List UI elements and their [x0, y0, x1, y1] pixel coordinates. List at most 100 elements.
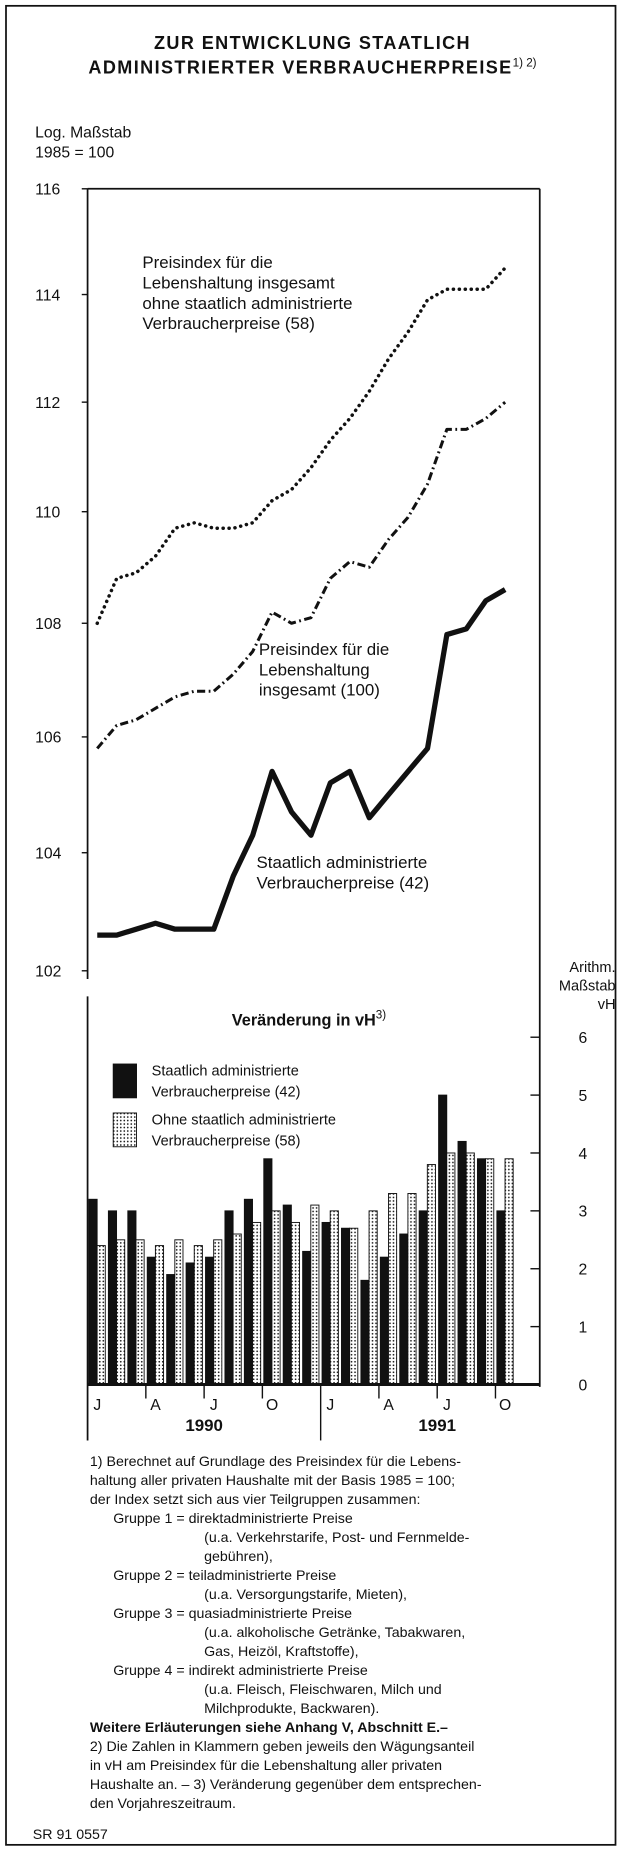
bar [302, 1250, 312, 1385]
bar [457, 1140, 467, 1385]
bar [263, 1158, 273, 1385]
bar [476, 1158, 487, 1385]
x-tick-label: A [383, 1397, 394, 1414]
bar [185, 1262, 195, 1385]
chart-title-text: Veränderung in vH [232, 1012, 376, 1030]
bar [96, 1245, 106, 1385]
bar [418, 1210, 428, 1385]
y-tick-label: 2 [578, 1262, 587, 1279]
legend-label: Verbraucherpreise (42) [152, 1085, 301, 1101]
y-tick-label: 6 [578, 1030, 587, 1047]
bar [205, 1256, 215, 1385]
bar [107, 1210, 118, 1385]
bar [193, 1245, 203, 1385]
bar [368, 1210, 378, 1385]
series-label: Verbraucherpreise (42) [257, 874, 430, 893]
x-tick-label: J [443, 1397, 451, 1414]
bar [496, 1210, 506, 1385]
bar [127, 1210, 137, 1385]
footnote-line: Gruppe 3 = quasiadministrierte Preise [113, 1606, 352, 1622]
footnote-line: den Vorjahreszeitraum. [90, 1796, 236, 1812]
y-tick-label: 116 [35, 182, 60, 199]
y-tick-label: 108 [35, 616, 61, 633]
y-axis-label: 1985 = 100 [35, 144, 114, 161]
bar [446, 1152, 456, 1385]
footnote-line: in vH am Preisindex für die Lebenshaltun… [90, 1758, 442, 1774]
title-note: 1) 2) [513, 56, 537, 69]
x-tick-label: J [93, 1397, 101, 1414]
bar [282, 1204, 292, 1385]
bar [166, 1274, 176, 1385]
chart-title: Veränderung in vH3) [232, 1009, 386, 1030]
series-label: Lebenshaltung insgesamt [142, 273, 335, 292]
series-label: ohne staatlich administrierte [142, 294, 352, 313]
footnote-line: haltung aller privaten Haushalte mit der… [90, 1473, 455, 1489]
x-tick-label: J [326, 1397, 334, 1414]
footnote-line: Gas, Heizöl, Kraftstoffe), [204, 1644, 358, 1660]
bar [88, 1198, 98, 1385]
bar [341, 1227, 351, 1385]
y-axis-label: Maßstab [559, 979, 616, 995]
bar [329, 1210, 339, 1385]
y-tick-label: 112 [35, 395, 60, 412]
footnote-line: der Index setzt sich aus vier Teilgruppe… [90, 1492, 421, 1508]
footnote-line: 1) Berechnet auf Grundlage des Preisinde… [90, 1454, 461, 1470]
bar [321, 1221, 331, 1385]
y-tick-label: 4 [578, 1146, 587, 1163]
year-label: 1990 [185, 1416, 223, 1435]
y-tick-label: 110 [35, 505, 60, 522]
y-axis-label: vH [598, 997, 616, 1013]
legend-label: Staatlich administrierte [152, 1064, 299, 1080]
legend-swatch [112, 1063, 137, 1099]
bar [224, 1210, 234, 1385]
y-tick-label: 102 [35, 964, 61, 981]
line [96, 401, 507, 750]
series-label: Lebenshaltung [259, 660, 370, 679]
y-tick-label: 0 [578, 1377, 587, 1394]
line [97, 587, 507, 938]
bar [360, 1279, 370, 1385]
bar [379, 1256, 389, 1385]
year-label: 1991 [418, 1416, 456, 1435]
bar [438, 1094, 448, 1385]
y-tick-label: 1 [578, 1319, 587, 1336]
bar [407, 1193, 417, 1385]
title-line: ADMINISTRIERTER VERBRAUCHERPREISE1) 2) [88, 56, 536, 77]
bar [310, 1204, 320, 1385]
bar [232, 1233, 242, 1385]
bar [135, 1239, 145, 1385]
footnote-line: 2) Die Zahlen in Klammern geben jeweils … [90, 1739, 474, 1755]
bar [174, 1239, 184, 1385]
source-code: SR 91 0557 [33, 1827, 108, 1843]
bar [388, 1193, 398, 1385]
footnote-line: Gruppe 1 = direktadministrierte Preise [113, 1511, 353, 1527]
bar [271, 1210, 281, 1385]
footnote-line: Weitere Erläuterungen siehe Anhang V, Ab… [90, 1720, 448, 1736]
bar [252, 1221, 262, 1385]
series-label: Verbraucherpreise (58) [142, 314, 315, 333]
series-label: Preisindex für die [142, 253, 272, 272]
y-tick-label: 104 [35, 846, 61, 863]
footnote-line: (u.a. Verkehrstarife, Post- und Fernmeld… [204, 1530, 470, 1546]
y-tick-label: 114 [35, 287, 60, 304]
footnote-line: gebühren), [204, 1549, 273, 1565]
series-label: Preisindex für die [259, 640, 389, 659]
series-label: Staatlich administrierte [257, 853, 428, 872]
y-tick-label: 106 [35, 730, 61, 747]
x-tick-label: O [266, 1397, 278, 1414]
bar [116, 1239, 126, 1385]
x-tick-label: A [150, 1397, 161, 1414]
x-tick-label: J [210, 1397, 218, 1414]
legend-label: Ohne staatlich administrierte [152, 1113, 336, 1129]
footnote-line: Gruppe 2 = teiladministrierte Preise [113, 1568, 336, 1584]
footnote-line: (u.a. Fleisch, Fleischwaren, Milch und [204, 1682, 442, 1698]
line [95, 266, 507, 626]
y-tick-label: 5 [578, 1088, 587, 1105]
bar [146, 1256, 156, 1385]
title-line: ZUR ENTWICKLUNG STAATLICH [154, 33, 471, 53]
chart-title-note: 3) [376, 1009, 386, 1022]
y-axis-label: Log. Maßstab [35, 125, 131, 142]
bar [154, 1245, 165, 1385]
